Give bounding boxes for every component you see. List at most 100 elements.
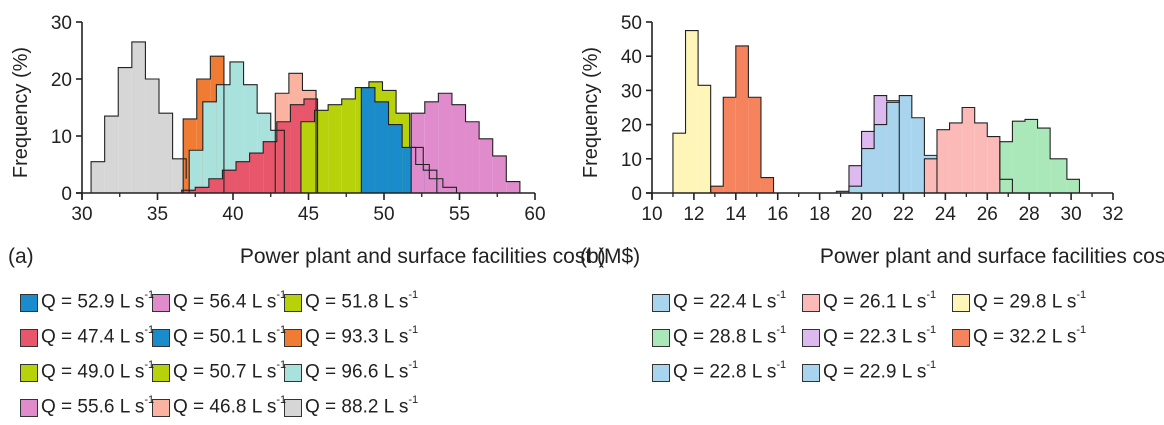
x-tick-label: 18 — [809, 204, 830, 225]
legend-swatch — [284, 328, 302, 347]
legend-label: Q = 22.9 L s-1 — [823, 359, 936, 383]
legend-label-text: Q = 32.2 L s — [973, 326, 1077, 348]
histogram-bar — [202, 101, 217, 193]
histogram-bar — [987, 136, 1000, 193]
legend-label: Q = 93.3 L s-1 — [305, 324, 419, 348]
y-tick-label: 30 — [621, 81, 642, 102]
legend-label-exponent: -1 — [1076, 324, 1087, 337]
panel-label: (a) — [8, 245, 34, 268]
legend-item: Q = 88.2 L s-1 — [284, 390, 418, 425]
histogram-bar — [723, 97, 736, 193]
histogram-bar — [189, 150, 203, 193]
histogram-bar — [438, 93, 452, 193]
histogram-bar — [911, 117, 925, 193]
legend-label-text: Q = 47.4 L s — [41, 326, 145, 348]
x-tick-label: 32 — [1102, 204, 1123, 225]
x-tick-label: 45 — [298, 204, 319, 225]
legend-label: Q = 22.4 L s-1 — [673, 289, 786, 313]
legend-label: Q = 28.8 L s-1 — [673, 324, 786, 348]
legend-panel-a: Q = 52.9 L s-1 Q = 56.4 L s-1 Q = 51.8 L s… — [20, 285, 419, 425]
histogram-bar — [735, 45, 749, 193]
legend-item: Q = 96.6 L s-1 — [284, 355, 419, 390]
histogram-bar — [159, 113, 173, 193]
legend-item: Q = 46.8 L s-1 — [152, 390, 286, 425]
legend-item: Q = 47.4 L s-1 — [20, 320, 154, 355]
legend-label-exponent: -1 — [276, 324, 287, 337]
legend-label: Q = 22.3 L s-1 — [823, 324, 936, 348]
histogram-bar — [208, 178, 223, 193]
histogram-bar — [1012, 121, 1025, 193]
x-tick-label: 12 — [683, 204, 704, 225]
legend-item: Q = 51.8 L s-1 — [284, 285, 418, 320]
histogram-outline — [360, 87, 458, 193]
x-axis-title: Power plant and surface facilities cost … — [240, 245, 640, 268]
x-tick-label: 50 — [373, 204, 394, 225]
histogram-bar — [195, 187, 209, 193]
y-tick-label: 20 — [51, 70, 72, 91]
legend-label: Q = 50.7 L s-1 — [173, 359, 286, 383]
legend-swatch — [20, 363, 38, 382]
histogram-bar — [710, 186, 724, 193]
legend-swatch — [152, 328, 170, 347]
histogram-bar — [760, 177, 774, 193]
x-axis-title: Power plant and surface facilities cost … — [820, 245, 1164, 268]
x-tick-label: 35 — [147, 204, 168, 225]
histogram-bar — [263, 141, 277, 193]
x-tick-label: 60 — [524, 204, 545, 225]
histogram-bar — [341, 98, 356, 193]
legend-item: Q = 50.1 L s-1 — [152, 320, 287, 355]
legend-swatch — [652, 363, 670, 382]
legend-label-text: Q = 22.3 L s — [823, 326, 927, 348]
legend-item: Q = 22.3 L s-1 — [802, 320, 952, 355]
legend-label-exponent: -1 — [144, 394, 155, 407]
x-tick-label: 26 — [977, 204, 998, 225]
legend-label-text: Q = 22.8 L s — [673, 361, 777, 383]
histogram-outline — [188, 61, 285, 193]
legend-label: Q = 88.2 L s-1 — [305, 394, 418, 418]
legend-swatch — [20, 328, 38, 347]
histogram-outline — [90, 41, 187, 193]
legend-item: Q = 93.3 L s-1 — [284, 320, 419, 355]
histogram-bar — [999, 141, 1013, 193]
histogram-bar — [1066, 179, 1080, 193]
legend-item: Q = 22.4 L s-1 — [652, 285, 802, 320]
histogram-bar — [451, 104, 466, 193]
legend-label-exponent: -1 — [408, 359, 419, 372]
legend-label-text: Q = 96.6 L s — [305, 361, 409, 383]
histogram-bar — [685, 30, 699, 193]
histogram-bar — [104, 116, 119, 193]
legend-swatch — [20, 293, 38, 312]
legend-label: Q = 52.9 L s-1 — [41, 289, 154, 313]
histogram-bar — [374, 101, 389, 193]
histogram-bar — [836, 191, 849, 193]
histogram-outline — [300, 81, 438, 193]
histogram-bar — [181, 190, 196, 193]
histogram-outline — [181, 98, 319, 193]
histogram-outline — [848, 94, 938, 193]
panel-a-chart: 0 10 20 30 30 35 40 45 50 55 60 Frequency (%) Power … — [8, 13, 640, 268]
histogram-bar — [672, 133, 686, 193]
legend-label: Q = 51.8 L s-1 — [305, 289, 418, 313]
legend-label: Q = 22.8 L s-1 — [673, 359, 787, 383]
legend-swatch — [652, 293, 670, 312]
histogram-bar — [1037, 128, 1051, 193]
legend-label-exponent: -1 — [408, 324, 419, 337]
y-tick-label: 0 — [631, 184, 642, 205]
legend-panel-b: Q = 22.4 L s-1 Q = 26.1 L s-1 Q = 29.8 L s… — [652, 285, 1102, 390]
histogram-bar — [118, 67, 132, 193]
x-tick-label: 24 — [935, 204, 957, 225]
y-tick-label: 30 — [51, 13, 72, 34]
legend-swatch — [284, 293, 302, 312]
legend-item: Q = 22.9 L s-1 — [802, 355, 952, 390]
histogram-bar — [216, 84, 230, 193]
legend-label-exponent: -1 — [144, 359, 155, 372]
legend-label-text: Q = 22.9 L s — [823, 361, 927, 383]
x-tick-label: 16 — [767, 204, 788, 225]
y-axis-title: Frequency (%) — [580, 47, 602, 178]
legend-swatch — [802, 328, 820, 347]
histogram-bar — [924, 158, 937, 193]
histogram-bar — [874, 124, 887, 193]
legend-label-exponent: -1 — [776, 359, 787, 372]
histogram-bar — [936, 129, 950, 193]
